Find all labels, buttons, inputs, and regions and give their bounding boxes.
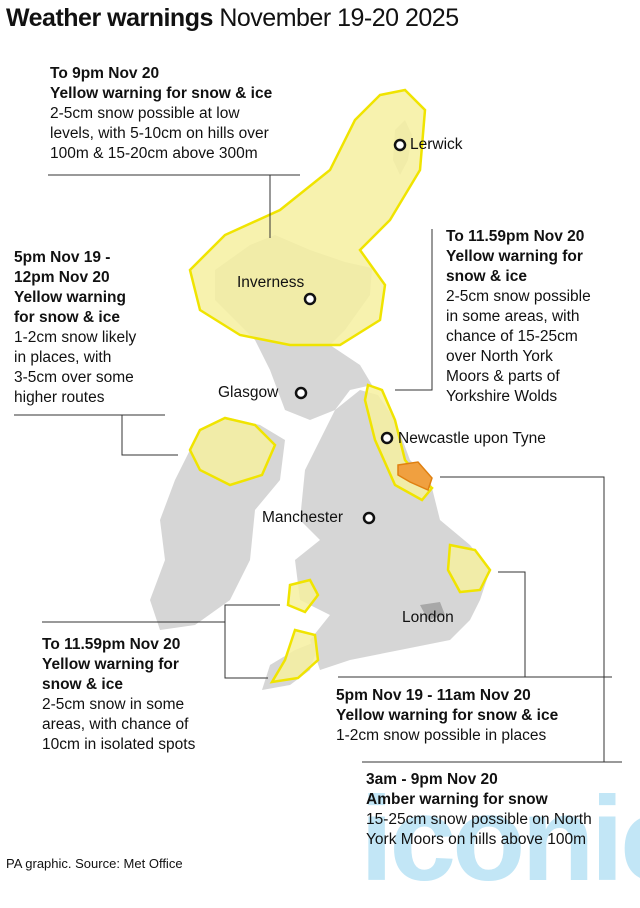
warning-time: 5pm Nov 19 - 11am Nov 20 [336,687,531,704]
warning-area-scotland [188,88,427,347]
warning-text: in some areas, with [446,308,580,325]
warning-level: Yellow warning for snow & ice [336,707,559,724]
warning-text: 15-25cm snow possible on North [366,811,592,828]
warning-text: York Moors on hills above 100m [366,831,586,848]
warning-level: snow & ice [42,676,123,693]
warning-note-north-east: To 11.59pm Nov 20 Yellow warning for sno… [446,227,591,407]
warning-level: snow & ice [446,268,527,285]
warning-area-east-anglia [446,543,492,594]
warning-level: Yellow warning for [446,248,583,265]
warning-text: 1-2cm snow possible in places [336,727,547,744]
leader-lines [14,174,622,763]
warning-text: Yorkshire Wolds [446,388,558,405]
warning-text: over North York [446,348,553,365]
london-area [420,602,445,620]
warning-note-wales-south-west: To 11.59pm Nov 20 Yellow warning for sno… [42,635,195,755]
warning-time: To 9pm Nov 20 [50,65,160,82]
warning-level: Yellow warning for [42,656,179,673]
warning-area-northern-ireland [188,416,277,487]
glasgow-marker [294,386,308,400]
uk-map [14,88,622,763]
city-label-lerwick: Lerwick [410,136,463,153]
warning-text: 1-2cm snow likely [14,329,137,346]
warning-time: 12pm Nov 20 [14,269,110,286]
warning-area-north-east [363,383,434,502]
title-date: November 19-20 2025 [219,4,459,32]
city-label-newcastle: Newcastle upon Tyne [398,430,546,447]
warning-level: Yellow warning for snow & ice [50,85,273,102]
city-label-manchester: Manchester [262,509,343,526]
warning-time: 5pm Nov 19 - [14,249,111,266]
warning-text: in places, with [14,349,112,366]
yellow-warning-areas [188,88,492,684]
warning-level: Yellow warning [14,289,126,306]
warning-text: 2-5cm snow possible [446,288,591,305]
warning-level: for snow & ice [14,309,120,326]
warning-text: 2-5cm snow in some [42,696,185,713]
warning-note-scotland: To 9pm Nov 20 Yellow warning for snow & … [50,64,272,164]
city-label-london: London [402,609,454,626]
amber-warning-area [397,461,433,492]
warning-level: Amber warning for snow [366,791,548,808]
warning-time: To 11.59pm Nov 20 [42,636,181,653]
warning-note-northern-ireland: 5pm Nov 19 - 12pm Nov 20 Yellow warning … [14,248,136,408]
warning-text: 10cm in isolated spots [42,736,196,753]
city-label-inverness: Inverness [237,274,305,291]
warning-area-wales [286,578,320,614]
england-land [295,390,490,670]
warning-text: chance of 15-25cm [446,328,578,345]
warning-note-east-anglia: 5pm Nov 19 - 11am Nov 20 Yellow warning … [336,686,558,746]
warning-text: 2-5cm snow possible at low [50,105,240,122]
title-bold: Weather warnings [6,4,213,32]
page-title: Weather warnings November 19-20 2025 [6,4,459,33]
warning-time: To 11.59pm Nov 20 [446,228,585,245]
newcastle-marker [380,431,394,445]
warning-time: 3am - 9pm Nov 20 [366,771,498,788]
warning-text: 3-5cm over some [14,369,134,386]
warning-text: higher routes [14,389,105,406]
lerwick-marker [393,138,407,152]
inverness-marker [303,292,317,306]
warning-text: Moors & parts of [446,368,560,385]
warning-text: 100m & 15-20cm above 300m [50,145,258,162]
source-credit: PA graphic. Source: Met Office [6,856,183,871]
manchester-marker [362,511,376,525]
warning-text: levels, with 5-10cm on hills over [50,125,269,142]
warning-area-south-west [269,628,320,684]
city-label-glasgow: Glasgow [218,384,279,401]
warning-text: areas, with chance of [42,716,189,733]
city-markers [294,138,407,525]
warning-note-amber: 3am - 9pm Nov 20 Amber warning for snow … [366,770,592,850]
